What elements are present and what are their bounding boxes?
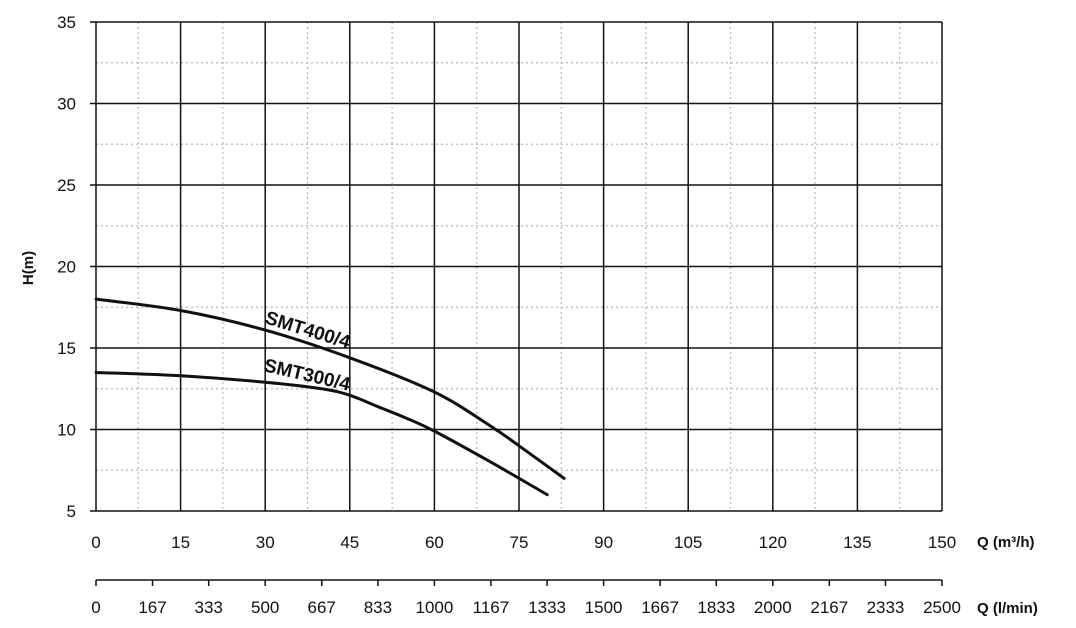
major-grid — [95, 21, 943, 512]
x-axis-label: Q (m³/h) — [977, 534, 1035, 551]
x-tick-label: 45 — [340, 533, 359, 552]
series-label-smt400: SMT400/4 — [263, 308, 353, 354]
y-tick-label: 15 — [57, 339, 76, 358]
x-tick-label: 0 — [91, 533, 100, 552]
y-tick-label: 10 — [57, 421, 76, 440]
secondary-x-tick-label: 500 — [251, 598, 279, 617]
y-tick-label: 25 — [57, 176, 76, 195]
tick-layer: 0 15 30 45 60 75 90 105 120 135 150 5 10 15 20 25 30 35 0 1… — [57, 13, 961, 617]
secondary-x-tick-label: 2000 — [754, 598, 792, 617]
secondary-x-tick-label: 2333 — [867, 598, 905, 617]
secondary-x-axis-label: Q (l/min) — [977, 600, 1038, 617]
secondary-x-tick-label: 0 — [91, 598, 100, 617]
secondary-x-tick-label: 833 — [364, 598, 392, 617]
series-label-smt300: SMT300/4 — [262, 355, 353, 395]
secondary-x-tick-label: 667 — [308, 598, 336, 617]
y-axis-label: H(m) — [20, 251, 37, 285]
x-tick-label: 90 — [594, 533, 613, 552]
secondary-x-tick-label: 1000 — [415, 598, 453, 617]
secondary-x-tick-label: 2167 — [810, 598, 848, 617]
secondary-x-tick-label: 167 — [138, 598, 166, 617]
x-tick-label: 135 — [843, 533, 871, 552]
x-tick-label: 120 — [759, 533, 787, 552]
secondary-x-tick-label: 2500 — [923, 598, 961, 617]
x-tick-label: 75 — [510, 533, 529, 552]
curve-layer — [94, 297, 566, 497]
y-tick-label: 35 — [57, 13, 76, 32]
x-tick-label: 60 — [425, 533, 444, 552]
secondary-x-tick-label: 333 — [194, 598, 222, 617]
x-tick-label: 15 — [171, 533, 190, 552]
x-tick-label: 150 — [928, 533, 956, 552]
y-tick-label: 20 — [57, 258, 76, 277]
secondary-x-tick-label: 1500 — [585, 598, 623, 617]
series-line-smt400 — [94, 297, 566, 480]
x-tick-label: 30 — [256, 533, 275, 552]
secondary-x-tick-label: 1833 — [697, 598, 735, 617]
secondary-x-tick-label: 1667 — [641, 598, 679, 617]
secondary-x-tick-label: 1333 — [528, 598, 566, 617]
x-tick-label: 105 — [674, 533, 702, 552]
series-line-smt300 — [94, 370, 549, 497]
secondary-x-tick-label: 1167 — [473, 598, 510, 617]
y-tick-label: 30 — [57, 95, 76, 114]
y-tick-label: 5 — [67, 502, 76, 521]
